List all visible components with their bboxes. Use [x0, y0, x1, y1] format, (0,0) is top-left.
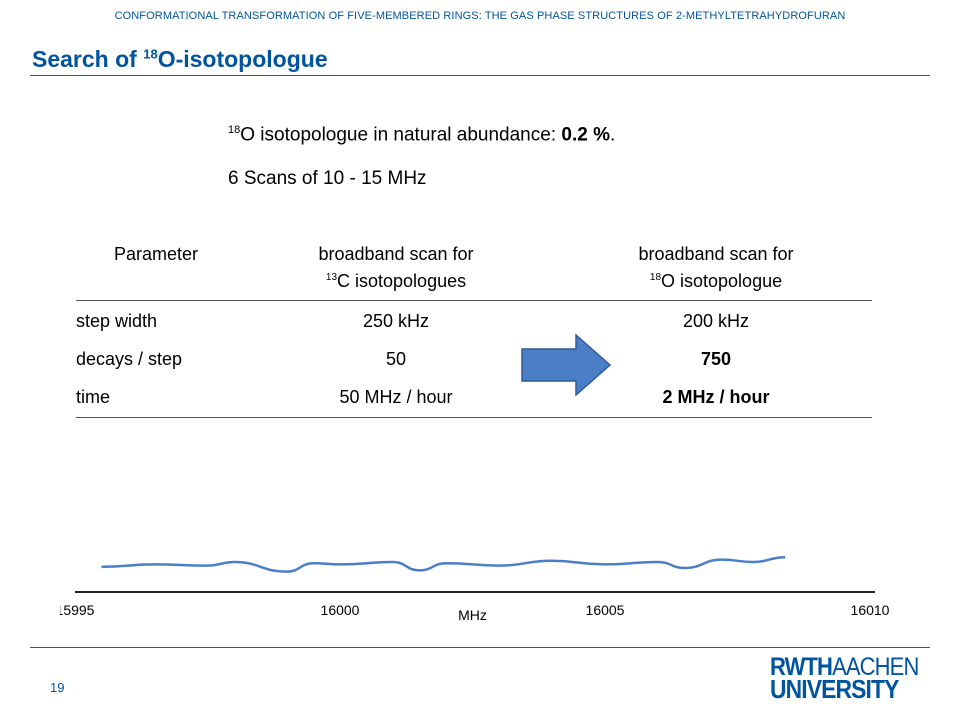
row-param: decays / step [76, 349, 183, 369]
university-logo: RWTHAACHEN UNIVERSITY [770, 653, 919, 704]
spectrum-line [101, 555, 786, 573]
row-o18: 200 kHz [682, 311, 750, 331]
row-o18: 2 MHz / hour [662, 387, 770, 407]
intro-end: . [609, 124, 616, 146]
title-divider [30, 75, 930, 76]
x-tick-label: 16000 [321, 602, 360, 618]
slide-title: Search of 18O-isotopologue [32, 46, 328, 73]
header-c13-label: C isotopologues [337, 271, 467, 291]
row-param: step width [76, 311, 158, 331]
header-c13-sup: 13 [325, 272, 338, 283]
logo-rwth: RWTH [770, 653, 833, 681]
title-suffix: O-isotopologue [157, 46, 328, 72]
table-row: time 50 MHz / hour 2 MHz / hour [76, 378, 872, 416]
spectrum-chart: 15995 16000 16005 16010 MHz [60, 555, 890, 623]
right-arrow-icon [521, 333, 612, 397]
row-o18: 750 [700, 349, 732, 369]
header-c13-line2: 13C isotopologues [246, 266, 546, 293]
intro-main: O isotopologue in natural abundance: [240, 124, 562, 146]
row-c13: 50 MHz / hour [339, 387, 453, 407]
intro-value: 0.2 % [561, 124, 610, 146]
logo-aachen: AACHEN [832, 653, 919, 681]
header-o18-label: O isotopologue [661, 271, 783, 291]
scans-text: 6 Scans of 10 - 15 MHz [228, 168, 427, 189]
title-prefix: Search of [32, 46, 144, 72]
page-number: 19 [50, 680, 65, 695]
header-c13: broadband scan for 13C isotopologues [246, 242, 546, 293]
row-c13: 50 [385, 349, 407, 369]
table-row: decays / step 50 750 [76, 340, 872, 378]
intro-text: 18O isotopologue in natural abundance: 0… [228, 124, 615, 146]
x-axis-label: MHz [458, 607, 487, 623]
row-param: time [76, 387, 111, 407]
header-parameter: Parameter [113, 244, 199, 264]
table-bottom-rule [76, 417, 872, 418]
title-sup: 18 [143, 46, 158, 62]
header-c13-line1: broadband scan for [318, 244, 474, 264]
header-o18-line1: broadband scan for [638, 244, 794, 264]
slide-header: CONFORMATIONAL TRANSFORMATION OF FIVE-ME… [114, 10, 846, 22]
logo-university: UNIVERSITY [770, 674, 899, 704]
table-row: step width 250 kHz 200 kHz [76, 302, 872, 340]
x-tick-label: 16005 [586, 602, 625, 618]
table-header: Parameter broadband scan for 13C isotopo… [76, 240, 872, 296]
table-header-rule [76, 300, 872, 301]
intro-sup: 18 [228, 124, 241, 136]
header-o18: broadband scan for 18O isotopologue [566, 242, 866, 293]
comparison-table: Parameter broadband scan for 13C isotopo… [76, 240, 872, 418]
header-o18-sup: 18 [649, 272, 662, 283]
row-c13: 250 kHz [362, 311, 430, 331]
footer-divider [30, 647, 930, 648]
header-o18-line2: 18O isotopologue [566, 266, 866, 293]
x-tick-label: 16010 [851, 602, 890, 618]
x-tick-label: 15995 [60, 602, 95, 618]
